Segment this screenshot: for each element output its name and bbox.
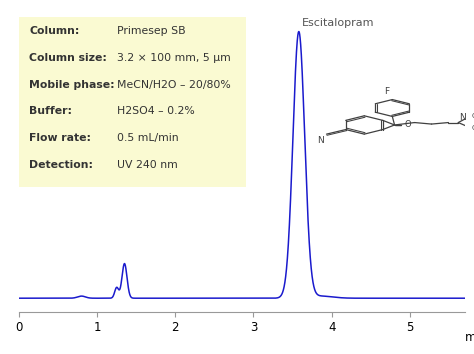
Text: CH₃: CH₃ bbox=[472, 113, 474, 119]
Text: 0.5 mL/min: 0.5 mL/min bbox=[117, 133, 179, 143]
Text: UV 240 nm: UV 240 nm bbox=[117, 160, 178, 170]
Text: Mobile phase:: Mobile phase: bbox=[29, 80, 115, 90]
Text: Flow rate:: Flow rate: bbox=[29, 133, 91, 143]
Text: CH₃: CH₃ bbox=[472, 125, 474, 131]
Text: H2SO4 – 0.2%: H2SO4 – 0.2% bbox=[117, 107, 195, 116]
Text: Detection:: Detection: bbox=[29, 160, 93, 170]
Text: min: min bbox=[465, 331, 474, 344]
Text: MeCN/H2O – 20/80%: MeCN/H2O – 20/80% bbox=[117, 80, 231, 90]
Text: O: O bbox=[404, 120, 411, 130]
Text: Column:: Column: bbox=[29, 26, 80, 36]
Text: Column size:: Column size: bbox=[29, 53, 107, 63]
Text: Buffer:: Buffer: bbox=[29, 107, 72, 116]
Text: Escitalopram: Escitalopram bbox=[302, 18, 374, 28]
FancyBboxPatch shape bbox=[19, 17, 246, 187]
Text: N: N bbox=[318, 136, 324, 145]
Text: Primesep SB: Primesep SB bbox=[117, 26, 186, 36]
Text: 3.2 × 100 mm, 5 μm: 3.2 × 100 mm, 5 μm bbox=[117, 53, 231, 63]
Text: N: N bbox=[459, 113, 466, 122]
Text: F: F bbox=[384, 87, 390, 96]
